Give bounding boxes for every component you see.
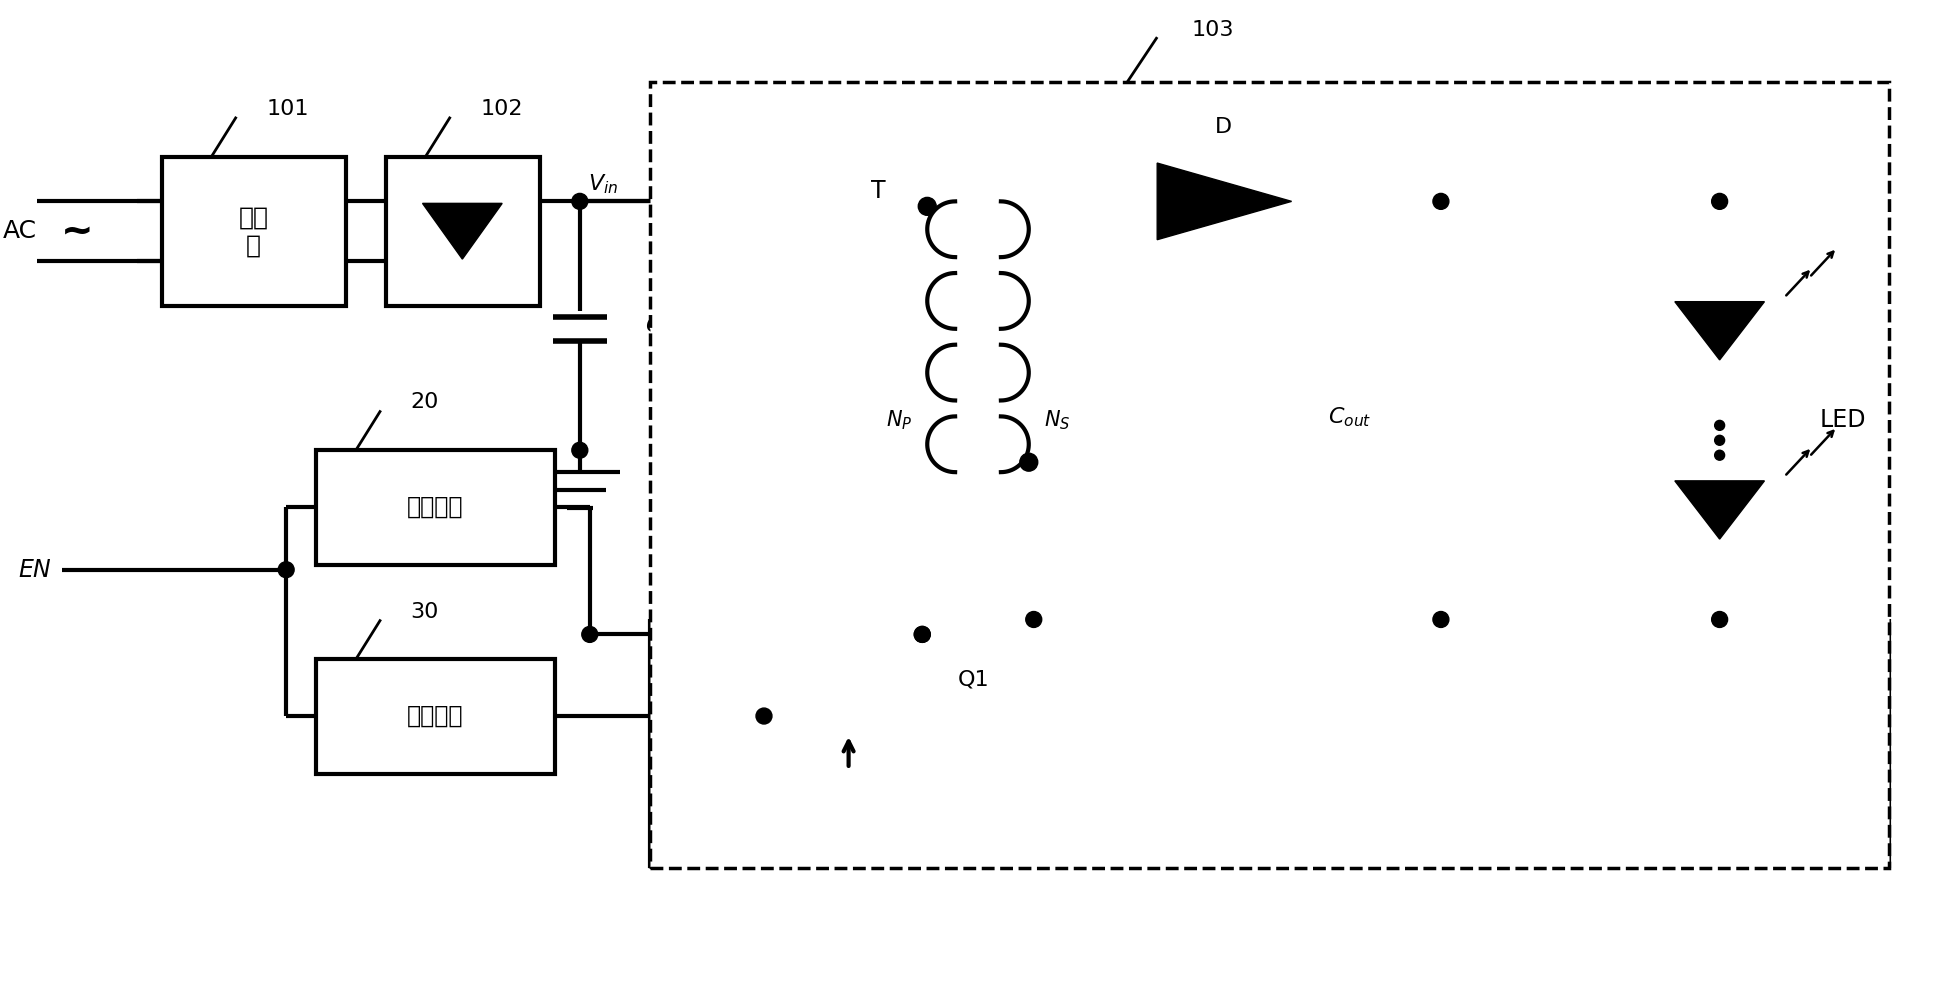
Text: $V_{in}$: $V_{in}$ [588,172,617,197]
Bar [315,659,555,774]
Text: T: T [870,179,886,204]
Text: 101: 101 [267,99,310,119]
Circle shape [1433,612,1449,627]
Bar [386,156,539,305]
Text: $C_{out}$: $C_{out}$ [1328,405,1371,429]
Circle shape [915,626,931,642]
Text: Q1: Q1 [958,669,989,689]
Circle shape [1715,435,1725,446]
Text: AC: AC [4,219,37,243]
Text: ~: ~ [60,213,93,250]
Polygon shape [1674,301,1764,360]
Text: $EN$: $EN$ [18,557,53,582]
Text: 泄放电路: 泄放电路 [407,495,463,519]
Text: D: D [1215,117,1232,137]
Circle shape [755,708,771,724]
Text: $C_{in}$: $C_{in}$ [644,314,676,338]
Text: $N_S$: $N_S$ [1044,408,1071,432]
Circle shape [1711,612,1727,627]
Circle shape [572,194,588,210]
Bar [162,156,347,305]
Circle shape [1020,454,1038,471]
Circle shape [1715,451,1725,461]
Text: $N_P$: $N_P$ [886,408,913,432]
Bar [650,82,1889,868]
Circle shape [278,561,294,578]
Text: 可控
硅: 可控 硅 [238,206,269,257]
Bar [315,451,555,564]
Polygon shape [1157,163,1291,240]
Circle shape [572,443,588,459]
Circle shape [1711,194,1727,210]
Text: LED: LED [1818,408,1865,432]
Circle shape [919,198,937,216]
Text: 103: 103 [1192,20,1234,40]
Text: 控制电路: 控制电路 [407,704,463,728]
Text: 30: 30 [411,602,438,622]
Circle shape [1715,420,1725,430]
Circle shape [1433,194,1449,210]
Text: 102: 102 [481,99,524,119]
Polygon shape [1674,481,1764,539]
Circle shape [582,626,598,642]
Text: 20: 20 [411,392,438,412]
Circle shape [915,626,931,642]
Polygon shape [422,204,502,259]
Circle shape [1026,612,1042,627]
